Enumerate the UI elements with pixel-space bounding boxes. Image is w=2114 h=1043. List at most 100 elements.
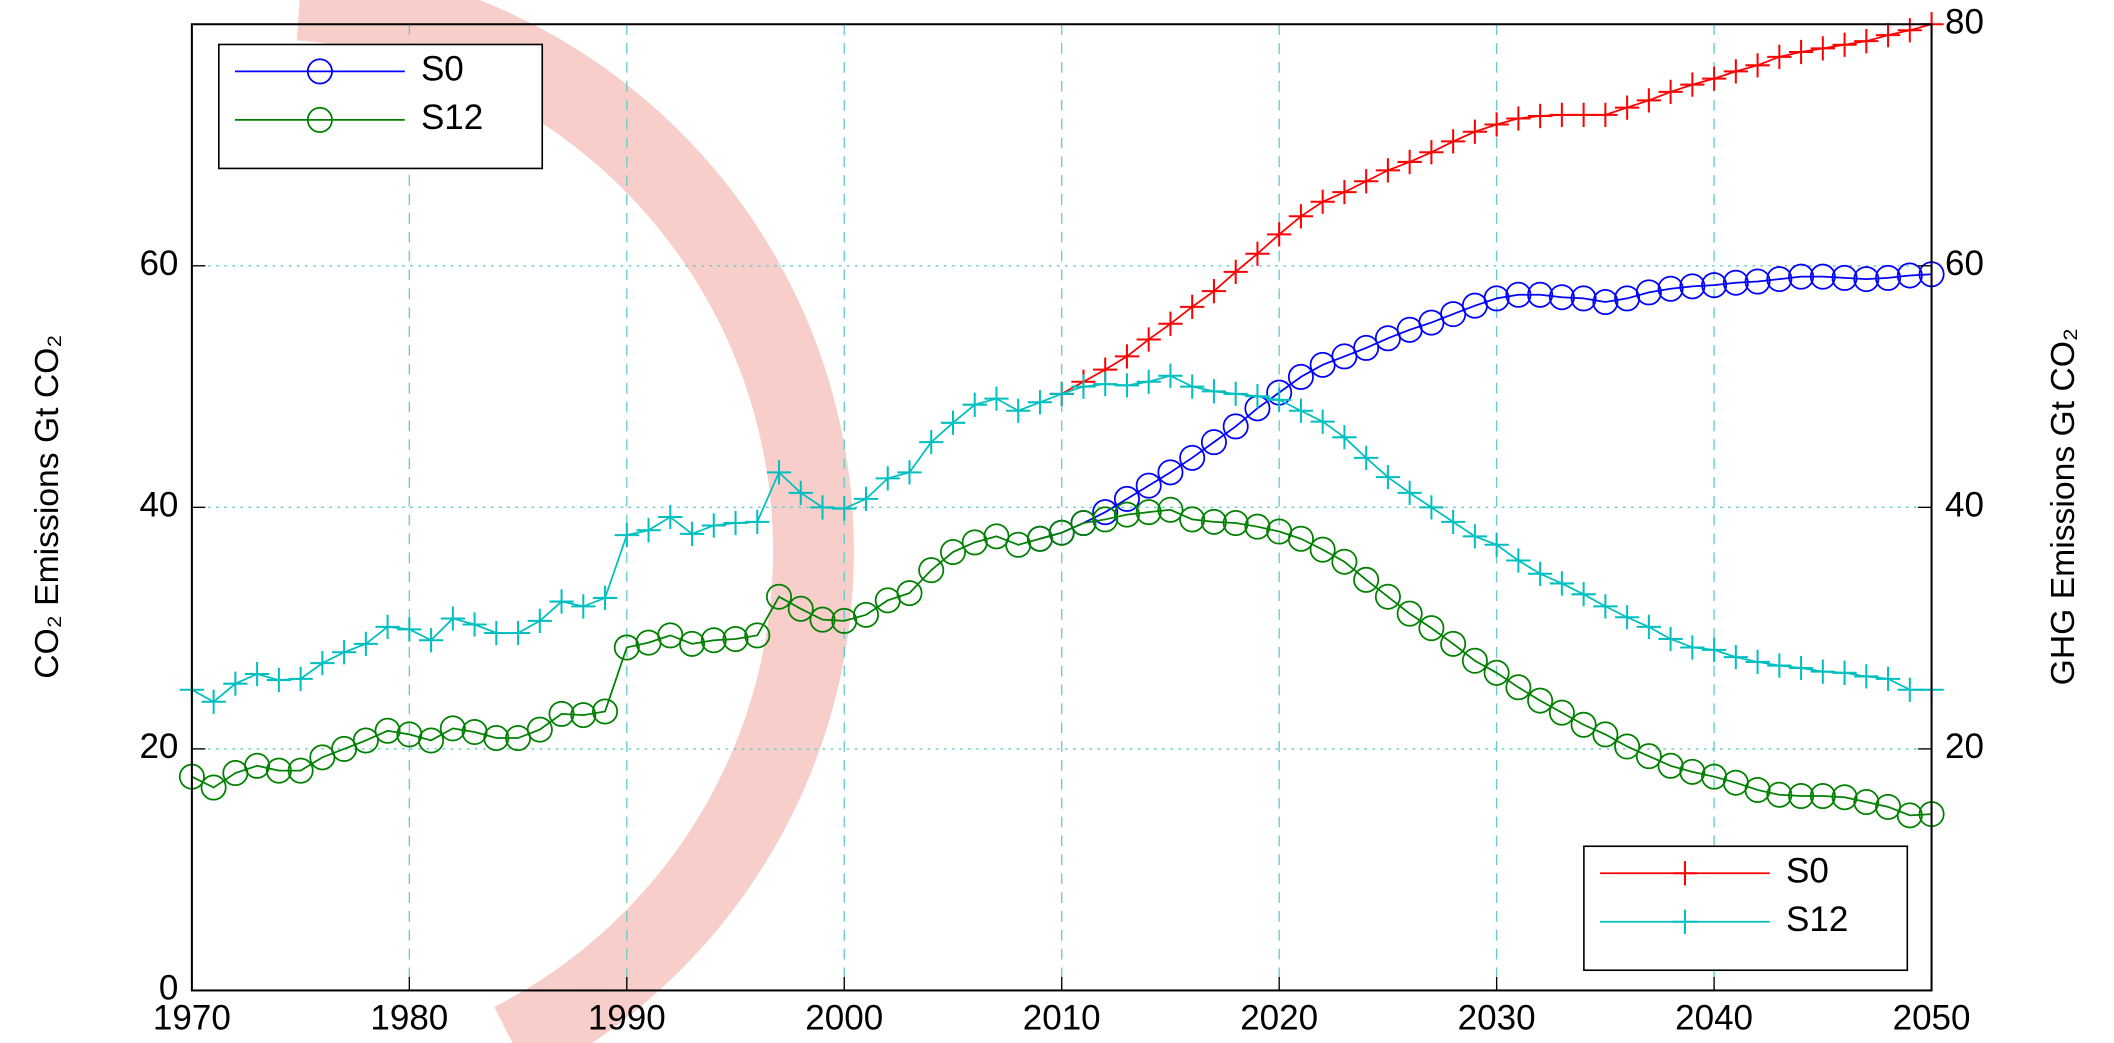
chart: 1970198019902000201020202030204020500204… [0, 0, 2114, 1043]
y2-tick-label: 20 [1945, 727, 1984, 766]
y2-tick-label: 40 [1945, 486, 1984, 525]
data-point [1898, 678, 1922, 702]
y2-tick-label: 80 [1945, 3, 1984, 42]
data-point [702, 513, 726, 537]
data-point [1593, 594, 1617, 618]
y2-tick-label: 60 [1945, 244, 1984, 283]
data-point [680, 522, 704, 546]
data-point [1811, 659, 1835, 683]
data-point [745, 510, 769, 534]
data-point [1811, 36, 1835, 60]
data-point [1898, 18, 1922, 42]
data-point [1506, 106, 1530, 130]
data-point [1463, 120, 1487, 144]
data-point [1137, 370, 1161, 394]
series-line [1040, 274, 1932, 538]
data-point [1485, 112, 1509, 136]
y-tick-label: 20 [139, 727, 178, 766]
data-point [1028, 390, 1052, 414]
data-point [1441, 129, 1465, 153]
data-point [332, 640, 356, 664]
data-point [1376, 158, 1400, 182]
data-point [1637, 88, 1661, 112]
data-point [984, 387, 1008, 411]
data-point [397, 617, 421, 641]
data-point [1398, 481, 1422, 505]
data-point [1419, 140, 1443, 164]
x-tick-label: 2020 [1240, 998, 1318, 1037]
data-point [1789, 656, 1813, 680]
legend-label: S12 [421, 98, 483, 137]
data-point [1832, 661, 1856, 685]
data-point [1571, 103, 1595, 127]
y-axis-label: CO₂ Emissions Gt CO₂ [29, 335, 66, 679]
data-point [1528, 562, 1552, 586]
legend-label: S12 [1786, 900, 1848, 939]
data-point [1789, 40, 1813, 64]
data-point [1506, 548, 1530, 572]
data-point [1332, 180, 1356, 204]
data-point [1593, 103, 1617, 127]
data-point [1550, 103, 1574, 127]
data-point [1006, 399, 1030, 423]
data-point [288, 667, 312, 691]
data-point [1158, 364, 1182, 388]
x-tick-label: 2040 [1675, 998, 1753, 1037]
data-point [1419, 495, 1443, 519]
data-point [1876, 667, 1900, 691]
data-point [1441, 510, 1465, 534]
y2-axis-label: GHG Emissions Gt CO₂ [2045, 328, 2082, 685]
data-point [484, 621, 508, 645]
data-point [1354, 169, 1378, 193]
x-tick-label: 2050 [1893, 998, 1971, 1037]
data-point [1093, 372, 1117, 396]
data-point [963, 393, 987, 417]
data-point [615, 523, 639, 547]
data-point [1137, 327, 1161, 351]
data-point [1180, 295, 1204, 319]
data-point [1180, 374, 1204, 398]
data-point [1615, 95, 1639, 119]
data-point [1224, 382, 1248, 406]
y-tick-label: 60 [139, 244, 178, 283]
data-point [1571, 582, 1595, 606]
data-point [1876, 23, 1900, 47]
data-point [593, 586, 617, 610]
data-point [1724, 59, 1748, 83]
legend-label: S0 [421, 50, 464, 89]
x-tick-label: 2010 [1023, 998, 1101, 1037]
data-point [1071, 374, 1095, 398]
data-point [1658, 627, 1682, 651]
data-point [1289, 204, 1313, 228]
data-point [1724, 645, 1748, 669]
data-point [1115, 373, 1139, 397]
y-tick-label: 40 [139, 486, 178, 525]
data-point [310, 651, 334, 675]
y-tick-label: 0 [159, 969, 178, 1008]
data-point [1680, 73, 1704, 97]
data-point [636, 518, 660, 542]
data-point [1311, 409, 1335, 433]
data-point [1702, 638, 1726, 662]
data-point [375, 615, 399, 639]
data-point [1637, 615, 1661, 639]
data-point [1267, 388, 1291, 412]
data-point [1767, 45, 1791, 69]
legend-label: S0 [1786, 851, 1829, 890]
data-point [1289, 399, 1313, 423]
series-line [1062, 24, 1932, 394]
data-point [1050, 382, 1074, 406]
data-point [1854, 664, 1878, 688]
data-point [1550, 571, 1574, 595]
data-point [267, 668, 291, 692]
x-tick-label: 1990 [588, 998, 666, 1037]
data-point [658, 505, 682, 529]
data-point [571, 594, 595, 618]
data-point [1702, 66, 1726, 90]
data-point [1311, 190, 1335, 214]
data-point [1398, 150, 1422, 174]
x-tick-label: 1980 [370, 998, 448, 1037]
data-point [1245, 384, 1269, 408]
data-point [245, 662, 269, 686]
data-point [723, 511, 747, 535]
